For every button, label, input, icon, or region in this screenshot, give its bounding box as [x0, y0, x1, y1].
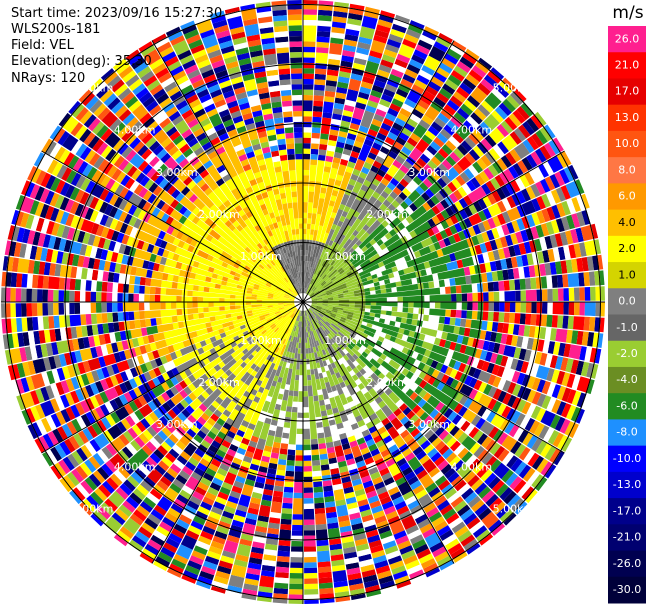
colorbar-swatch — [608, 52, 646, 79]
colorbar-tick-label: 21.0 — [615, 58, 640, 71]
colorbar-tick-label: 6.0 — [618, 190, 636, 203]
range-ring-label: 3.00km — [408, 418, 450, 431]
azimuth-spoke — [151, 301, 304, 564]
colorbar-tick-label: -26.0 — [613, 557, 641, 570]
range-ring-label: 1.00km — [240, 250, 282, 263]
range-ring-label: 2.00km — [366, 208, 408, 221]
colorbar-tick-label: 13.0 — [615, 111, 640, 124]
velocity-gate-group — [4, 1, 605, 604]
colorbar-tick-label: -4.0 — [616, 373, 637, 386]
velocity-gate-group — [1, 0, 585, 601]
azimuth-spoke — [41, 301, 304, 454]
colorbar-swatch — [608, 445, 646, 473]
range-ring-label: 5.00km — [493, 502, 535, 515]
colorbar-swatch — [608, 235, 646, 263]
range-ring-label: 2.00km — [198, 208, 240, 221]
colorbar-swatch — [608, 26, 646, 53]
range-ring-label: 5.00km — [493, 82, 535, 95]
colorbar-swatch — [608, 157, 646, 184]
azimuth-spokes — [1, 0, 605, 604]
range-ring-label: 1.00km — [324, 250, 366, 263]
colorbar-swatch — [608, 288, 646, 315]
colorbar-tick-label: -8.0 — [616, 426, 637, 439]
field-label: Field: VEL — [11, 38, 74, 53]
colorbar-swatch — [608, 366, 646, 394]
colorbar-swatch — [608, 183, 646, 211]
colorbar-tick-label: -17.0 — [613, 504, 641, 517]
instrument-label: WLS200s-181 — [11, 22, 101, 37]
colorbar-swatch — [608, 130, 646, 158]
colorbar-swatch — [608, 104, 646, 132]
colorbar-tick-label: -2.0 — [616, 347, 637, 360]
velocity-gate-group — [2, 3, 601, 595]
colorbar-swatch — [608, 498, 646, 525]
colorbar-tick-label: -13.0 — [613, 478, 641, 491]
nrays-label: NRays: 120 — [11, 71, 86, 86]
range-ring-label: 4.00km — [451, 124, 493, 137]
colorbar-swatch — [608, 419, 646, 447]
colorbar-swatch — [608, 471, 646, 499]
colorbar-swatch — [608, 524, 646, 552]
range-ring-label: 4.00km — [451, 460, 493, 473]
colorbar-tick-label: 0.0 — [618, 295, 636, 308]
azimuth-spoke — [41, 150, 304, 303]
range-ring-label: 1.00km — [324, 334, 366, 347]
velocity-gate-group — [1, 0, 604, 603]
range-ring-label: 1.00km — [240, 334, 282, 347]
azimuth-spoke — [302, 301, 565, 454]
range-ring-labels: 1.00km 1.00km 1.00km 1.00km 2.00km 2.00km 2.00… — [72, 82, 534, 516]
elevation-label: Elevation(deg): 35.30 — [11, 54, 152, 69]
colorbar-tick-label: 1.0 — [618, 268, 636, 281]
colorbar-tick-label: 26.0 — [615, 32, 640, 45]
colorbar-tick-label: -30.0 — [613, 583, 641, 596]
range-ring-label: 3.00km — [156, 418, 198, 431]
colorbar-tick-label: 4.0 — [618, 216, 636, 229]
colorbar-swatch — [608, 209, 646, 237]
colorbar-tick-label: -10.0 — [613, 452, 641, 465]
range-ring-label: 5.00km — [72, 82, 114, 95]
colorbar-unit: m/s — [612, 3, 643, 23]
range-ring-label: 4.00km — [114, 124, 156, 137]
velocity-gate-group — [8, 18, 606, 595]
colorbar-swatch — [608, 550, 646, 578]
colorbar-tick-label: 10.0 — [615, 137, 640, 150]
azimuth-spoke — [302, 301, 455, 564]
colorbar-swatch — [608, 262, 646, 289]
range-ring-label: 5.00km — [72, 502, 114, 515]
colorbar-tick-label: -1.0 — [616, 321, 637, 334]
colorbar-tick-label: 2.0 — [618, 242, 636, 255]
colorbar-swatch — [608, 314, 646, 342]
colorbar-tick-label: 17.0 — [615, 85, 640, 98]
colorbar-swatch — [608, 576, 646, 604]
start-time-label: Start time: 2023/09/16 15:27:30 — [11, 6, 223, 21]
colorbar-tick-label: -21.0 — [613, 531, 641, 544]
range-ring-label: 4.00km — [114, 460, 156, 473]
azimuth-spoke — [151, 40, 304, 303]
range-ring-label: 3.00km — [156, 166, 198, 179]
range-ring-label: 2.00km — [366, 376, 408, 389]
range-ring-label: 2.00km — [198, 376, 240, 389]
velocity-gate-group — [16, 10, 604, 594]
colorbar-swatch — [608, 393, 646, 420]
azimuth-spoke — [302, 150, 565, 303]
azimuth-spoke — [302, 40, 455, 303]
colorbar-tick-label: 8.0 — [618, 163, 636, 176]
colorbar-swatch — [608, 78, 646, 106]
velocity-gate-group — [271, 239, 326, 294]
range-ring-label: 3.00km — [408, 166, 450, 179]
colorbar-tick-label: -6.0 — [616, 399, 637, 412]
colorbar-swatch — [608, 340, 646, 368]
